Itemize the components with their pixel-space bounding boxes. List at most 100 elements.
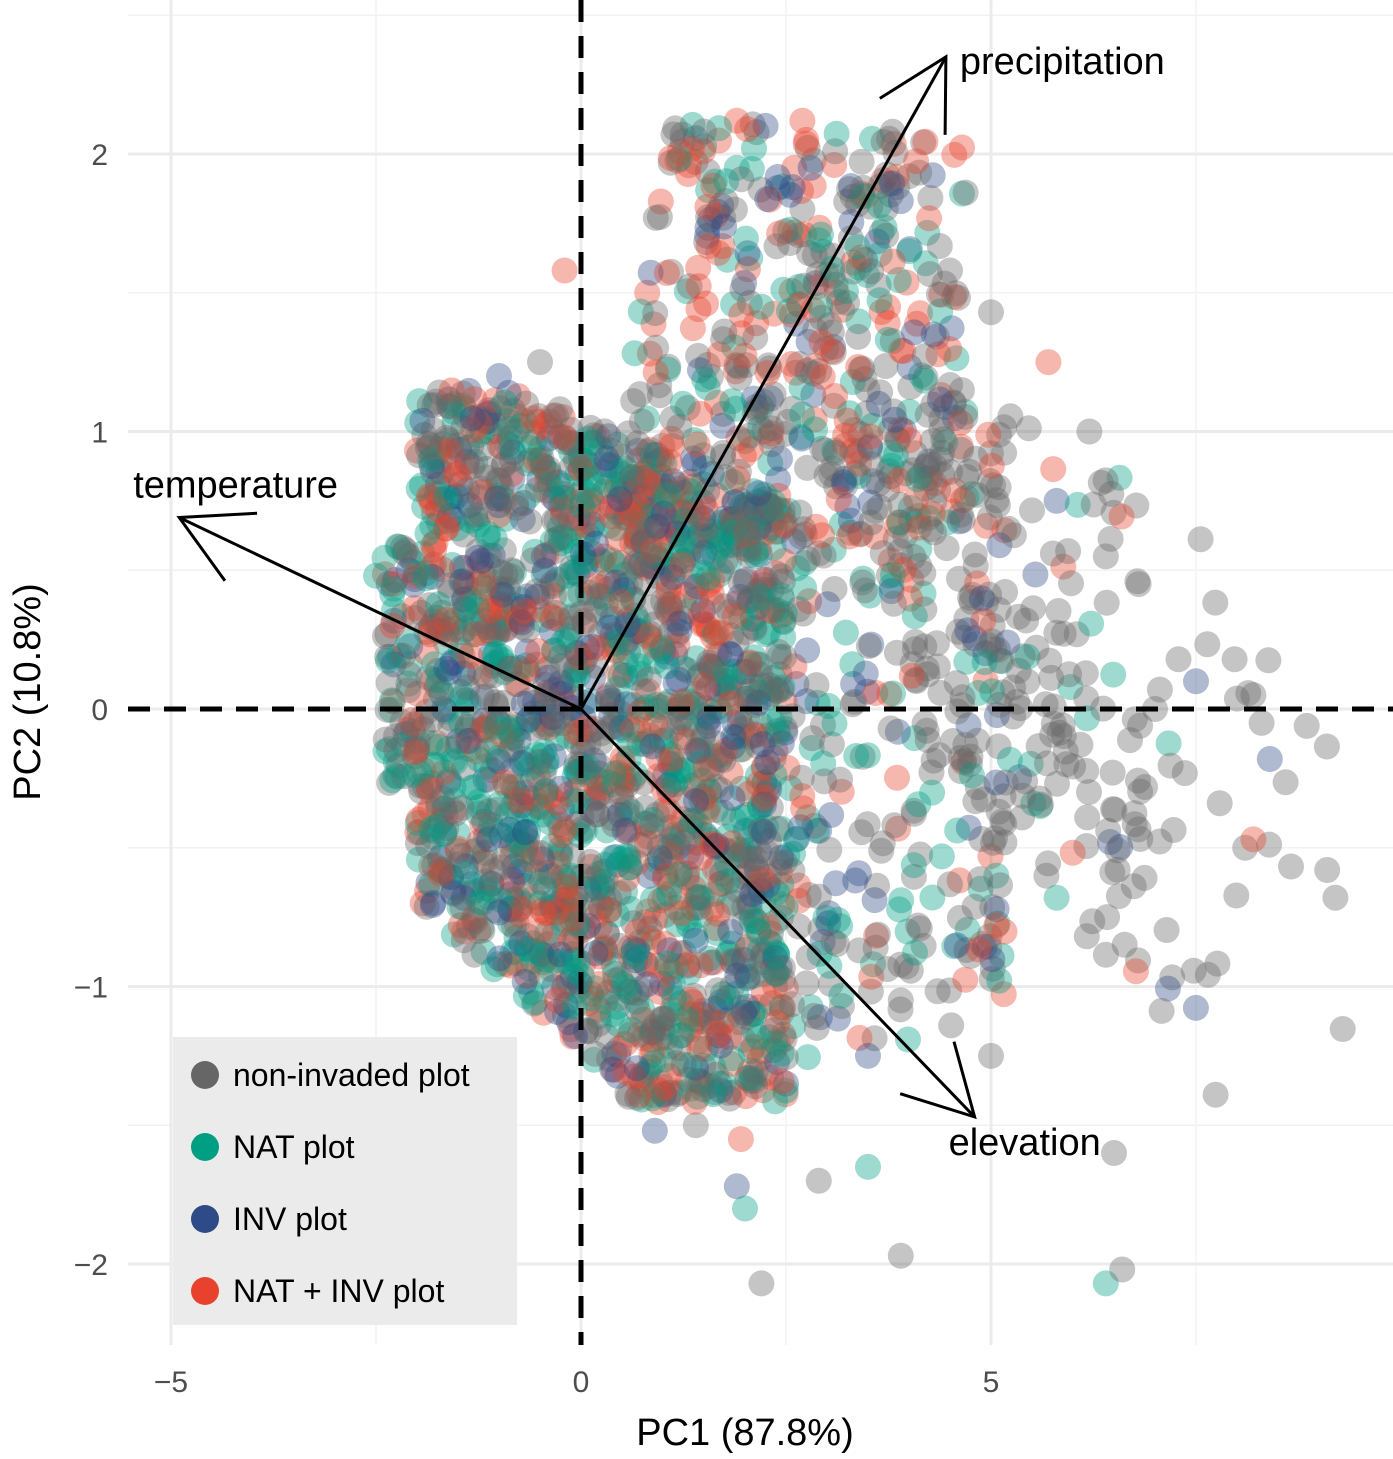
point-nat-plot [620, 941, 647, 968]
point-non-invaded-plot [947, 744, 974, 771]
point-non-invaded-plot [900, 543, 927, 570]
point-inv-plot [721, 709, 748, 736]
point-nat-plot [449, 484, 476, 511]
point-inv-plot [896, 354, 923, 381]
point-inv-plot [592, 936, 618, 963]
point-nat-plot [672, 757, 699, 784]
point-inv-plot [732, 817, 759, 844]
point-inv-plot [765, 466, 792, 493]
point-non-invaded-plot [976, 504, 1003, 531]
point-nat-plot [546, 840, 573, 867]
point-nat-plot [379, 767, 406, 794]
point-nat-inv-plot [595, 682, 622, 709]
point-non-invaded-plot [1223, 882, 1250, 909]
point-non-invaded-plot [834, 289, 861, 316]
point-nat-plot [910, 580, 937, 607]
point-nat-inv-plot [731, 342, 758, 369]
point-nat-inv-plot [717, 759, 744, 786]
point-non-invaded-plot [923, 630, 950, 657]
point-nat-plot [983, 862, 1010, 889]
point-non-invaded-plot [923, 323, 950, 350]
point-non-invaded-plot [714, 531, 741, 558]
point-nat-inv-plot [732, 535, 758, 562]
point-non-invaded-plot [452, 596, 479, 623]
point-non-invaded-plot [751, 418, 778, 445]
point-non-invaded-plot [664, 498, 691, 525]
point-non-invaded-plot [717, 667, 744, 694]
point-inv-plot [734, 240, 761, 267]
point-nat-inv-plot [666, 138, 693, 165]
point-non-invaded-plot [907, 463, 934, 490]
point-nat-plot [719, 468, 746, 495]
point-non-invaded-plot [861, 1025, 888, 1052]
point-non-invaded-plot [602, 967, 629, 994]
point-nat-plot [556, 627, 583, 654]
point-non-invaded-plot [752, 486, 778, 513]
point-nat-plot [680, 807, 706, 834]
point-nat-plot [419, 823, 446, 850]
point-nat-plot [654, 950, 681, 977]
point-non-invaded-plot [857, 432, 884, 459]
point-nat-plot [695, 177, 722, 204]
point-non-invaded-plot [794, 454, 821, 481]
point-nat-plot [802, 416, 828, 443]
point-nat-plot [659, 742, 685, 768]
point-non-invaded-plot [883, 639, 910, 666]
point-nat-plot [708, 741, 735, 768]
point-nat-inv-plot [833, 407, 860, 434]
point-non-invaded-plot [440, 880, 467, 907]
point-nat-inv-plot [823, 279, 850, 306]
point-non-invaded-plot [524, 408, 551, 435]
point-nat-plot [673, 905, 700, 932]
point-nat-plot [769, 674, 796, 701]
point-nat-plot [428, 681, 455, 707]
point-non-invaded-plot [628, 551, 654, 578]
point-nat-plot [440, 747, 467, 774]
point-non-invaded-plot [661, 606, 688, 633]
point-nat-inv-plot [421, 608, 448, 635]
point-non-invaded-plot [568, 803, 595, 829]
point-nat-plot [514, 708, 541, 735]
point-nat-plot [855, 1153, 881, 1180]
point-nat-plot [627, 928, 654, 955]
point-nat-inv-plot [570, 608, 597, 635]
point-non-invaded-plot [1076, 779, 1102, 806]
point-non-invaded-plot [755, 771, 782, 798]
point-non-invaded-plot [747, 576, 774, 603]
point-nat-plot [555, 723, 582, 750]
point-non-invaded-plot [1058, 570, 1084, 597]
point-nat-inv-plot [485, 502, 512, 529]
point-nat-plot [815, 693, 842, 719]
point-nat-plot [701, 881, 727, 907]
point-nat-inv-plot [486, 596, 513, 623]
point-non-invaded-plot [1040, 693, 1067, 720]
point-non-invaded-plot [775, 408, 802, 435]
point-nat-plot [959, 481, 986, 507]
loading-label-elevation: elevation [949, 1122, 1101, 1164]
point-nat-plot [797, 994, 824, 1021]
point-nat-inv-plot [551, 973, 578, 1000]
point-nat-plot [739, 605, 766, 632]
point-non-invaded-plot [800, 147, 827, 174]
point-nat-plot [497, 910, 524, 937]
point-nat-inv-plot [630, 1006, 657, 1033]
point-nat-plot [827, 913, 854, 940]
point-non-invaded-plot [772, 715, 799, 742]
point-nat-plot [821, 710, 848, 737]
point-nat-plot [971, 649, 998, 676]
point-inv-plot [743, 857, 770, 884]
y-tick-label: −2 [74, 1249, 108, 1282]
point-nat-inv-plot [618, 620, 645, 647]
point-nat-plot [438, 489, 465, 516]
point-non-invaded-plot [498, 826, 525, 853]
point-nat-plot [902, 939, 928, 966]
point-inv-plot [896, 236, 923, 263]
point-nat-plot [439, 552, 466, 578]
point-non-invaded-plot [822, 439, 849, 466]
point-nat-plot [844, 234, 871, 261]
point-nat-plot [677, 490, 704, 517]
point-nat-plot [729, 804, 756, 831]
point-nat-plot [780, 1013, 807, 1040]
point-nat-plot [627, 617, 654, 644]
point-nat-inv-plot [1050, 553, 1077, 580]
